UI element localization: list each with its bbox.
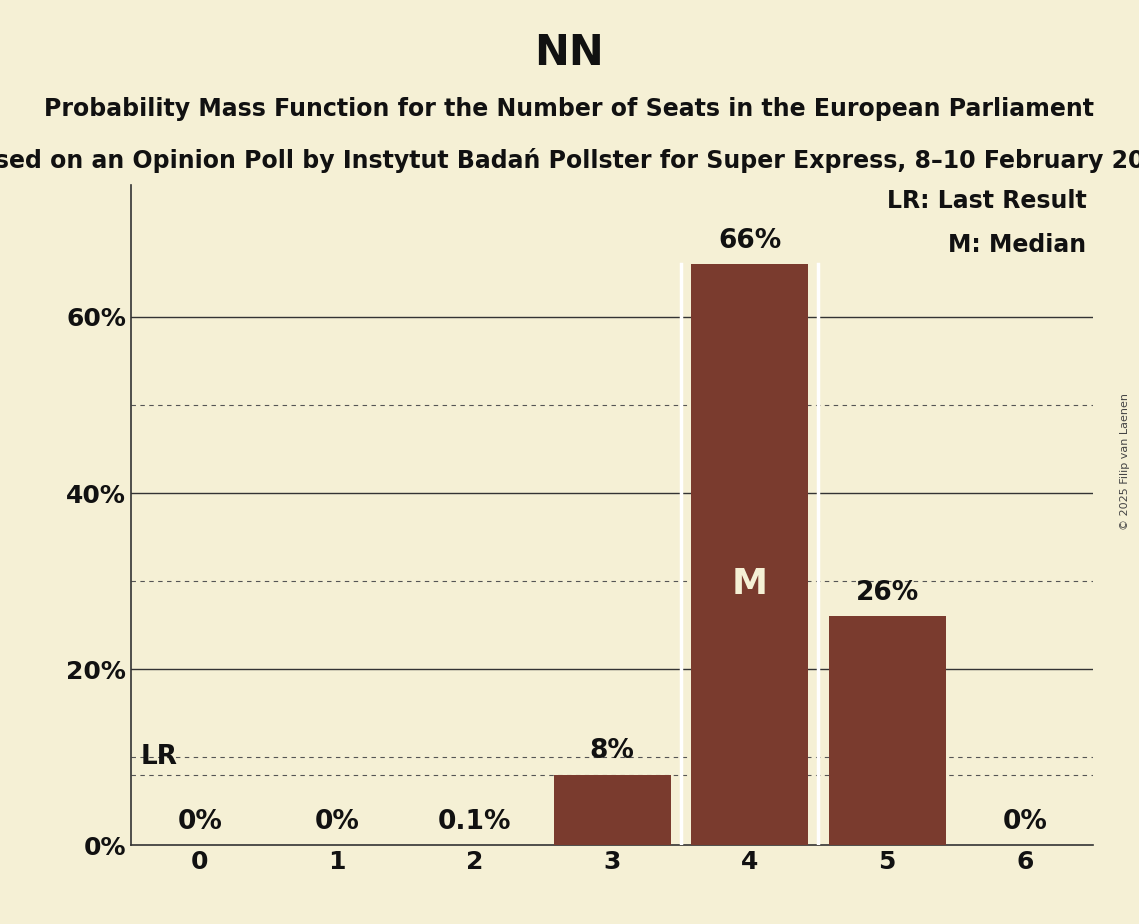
Text: 0%: 0%	[178, 808, 222, 835]
Text: 0%: 0%	[314, 808, 360, 835]
Text: Probability Mass Function for the Number of Seats in the European Parliament: Probability Mass Function for the Number…	[44, 97, 1095, 121]
Text: 26%: 26%	[855, 580, 919, 606]
Text: 0%: 0%	[1002, 808, 1047, 835]
Text: Based on an Opinion Poll by Instytut Badań Pollster for Super Express, 8–10 Febr: Based on an Opinion Poll by Instytut Bad…	[0, 148, 1139, 173]
Text: NN: NN	[534, 32, 605, 74]
Bar	[691, 264, 809, 845]
Text: 8%: 8%	[590, 738, 634, 764]
Text: © 2025 Filip van Laenen: © 2025 Filip van Laenen	[1120, 394, 1130, 530]
Text: LR: LR	[140, 744, 178, 770]
Text: 0.1%: 0.1%	[439, 808, 511, 835]
Bar	[829, 616, 945, 845]
Bar	[554, 775, 671, 845]
Text: LR: Last Result: LR: Last Result	[887, 189, 1087, 213]
Text: M: Median: M: Median	[949, 233, 1087, 257]
Text: 66%: 66%	[718, 227, 781, 253]
Text: M: M	[731, 566, 768, 601]
